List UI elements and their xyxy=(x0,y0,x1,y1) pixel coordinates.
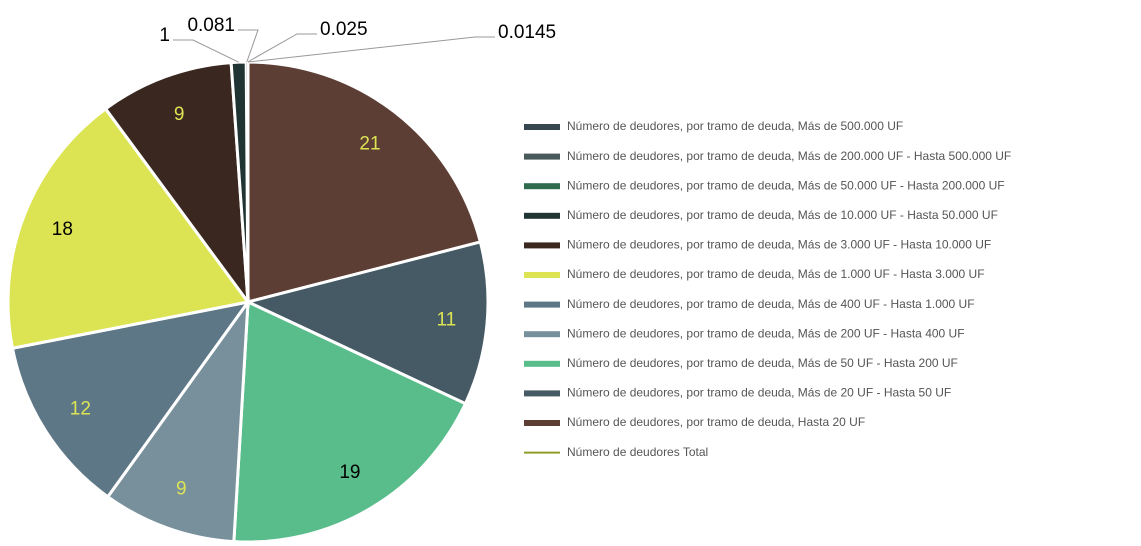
legend-swatch xyxy=(524,302,560,308)
slice-label: 0.025 xyxy=(320,19,368,40)
legend-label: Número de deudores, por tramo de deuda, … xyxy=(567,178,1005,192)
slice-label: 0.081 xyxy=(187,15,235,36)
legend-swatch xyxy=(524,420,560,426)
slice-label: 19 xyxy=(339,462,360,483)
slice-label: 18 xyxy=(52,219,73,240)
legend-swatch xyxy=(524,331,560,337)
legend-label: Número de deudores, por tramo de deuda, … xyxy=(567,386,951,400)
slice-label: 9 xyxy=(176,479,187,500)
legend-swatch xyxy=(524,124,560,130)
legend-swatch xyxy=(524,242,560,248)
leader-line xyxy=(238,30,258,62)
leader-line xyxy=(173,40,239,62)
legend-label: Número de deudores, por tramo de deuda, … xyxy=(567,356,958,370)
legend-swatch xyxy=(524,272,560,278)
legend-swatch xyxy=(524,361,560,367)
slice-label: 12 xyxy=(70,399,91,420)
slice-label: 11 xyxy=(436,309,456,330)
legend-label: Número de deudores, por tramo de deuda, … xyxy=(567,208,998,222)
legend-label: Número de deudores, por tramo de deuda, … xyxy=(567,238,991,252)
legend-swatch xyxy=(524,213,560,219)
legend-swatch xyxy=(524,183,560,189)
legend-label: Número de deudores, por tramo de deuda, … xyxy=(567,267,985,281)
legend-label: Número de deudores, por tramo de deuda, … xyxy=(567,149,1011,163)
slice-label: 9 xyxy=(174,104,185,125)
legend-swatch xyxy=(524,154,560,160)
legend-label: Número de deudores Total xyxy=(567,445,708,459)
legend-label: Número de deudores, por tramo de deuda, … xyxy=(567,415,865,429)
slice-label: 0.0145 xyxy=(498,22,556,43)
slice-label: 1 xyxy=(159,25,170,46)
legend-swatch xyxy=(524,390,560,396)
legend-label: Número de deudores, por tramo de deuda, … xyxy=(567,297,975,311)
legend-label: Número de deudores, por tramo de deuda, … xyxy=(567,119,903,133)
slice-label: 21 xyxy=(359,134,380,155)
legend-label: Número de deudores, por tramo de deuda, … xyxy=(567,326,965,340)
